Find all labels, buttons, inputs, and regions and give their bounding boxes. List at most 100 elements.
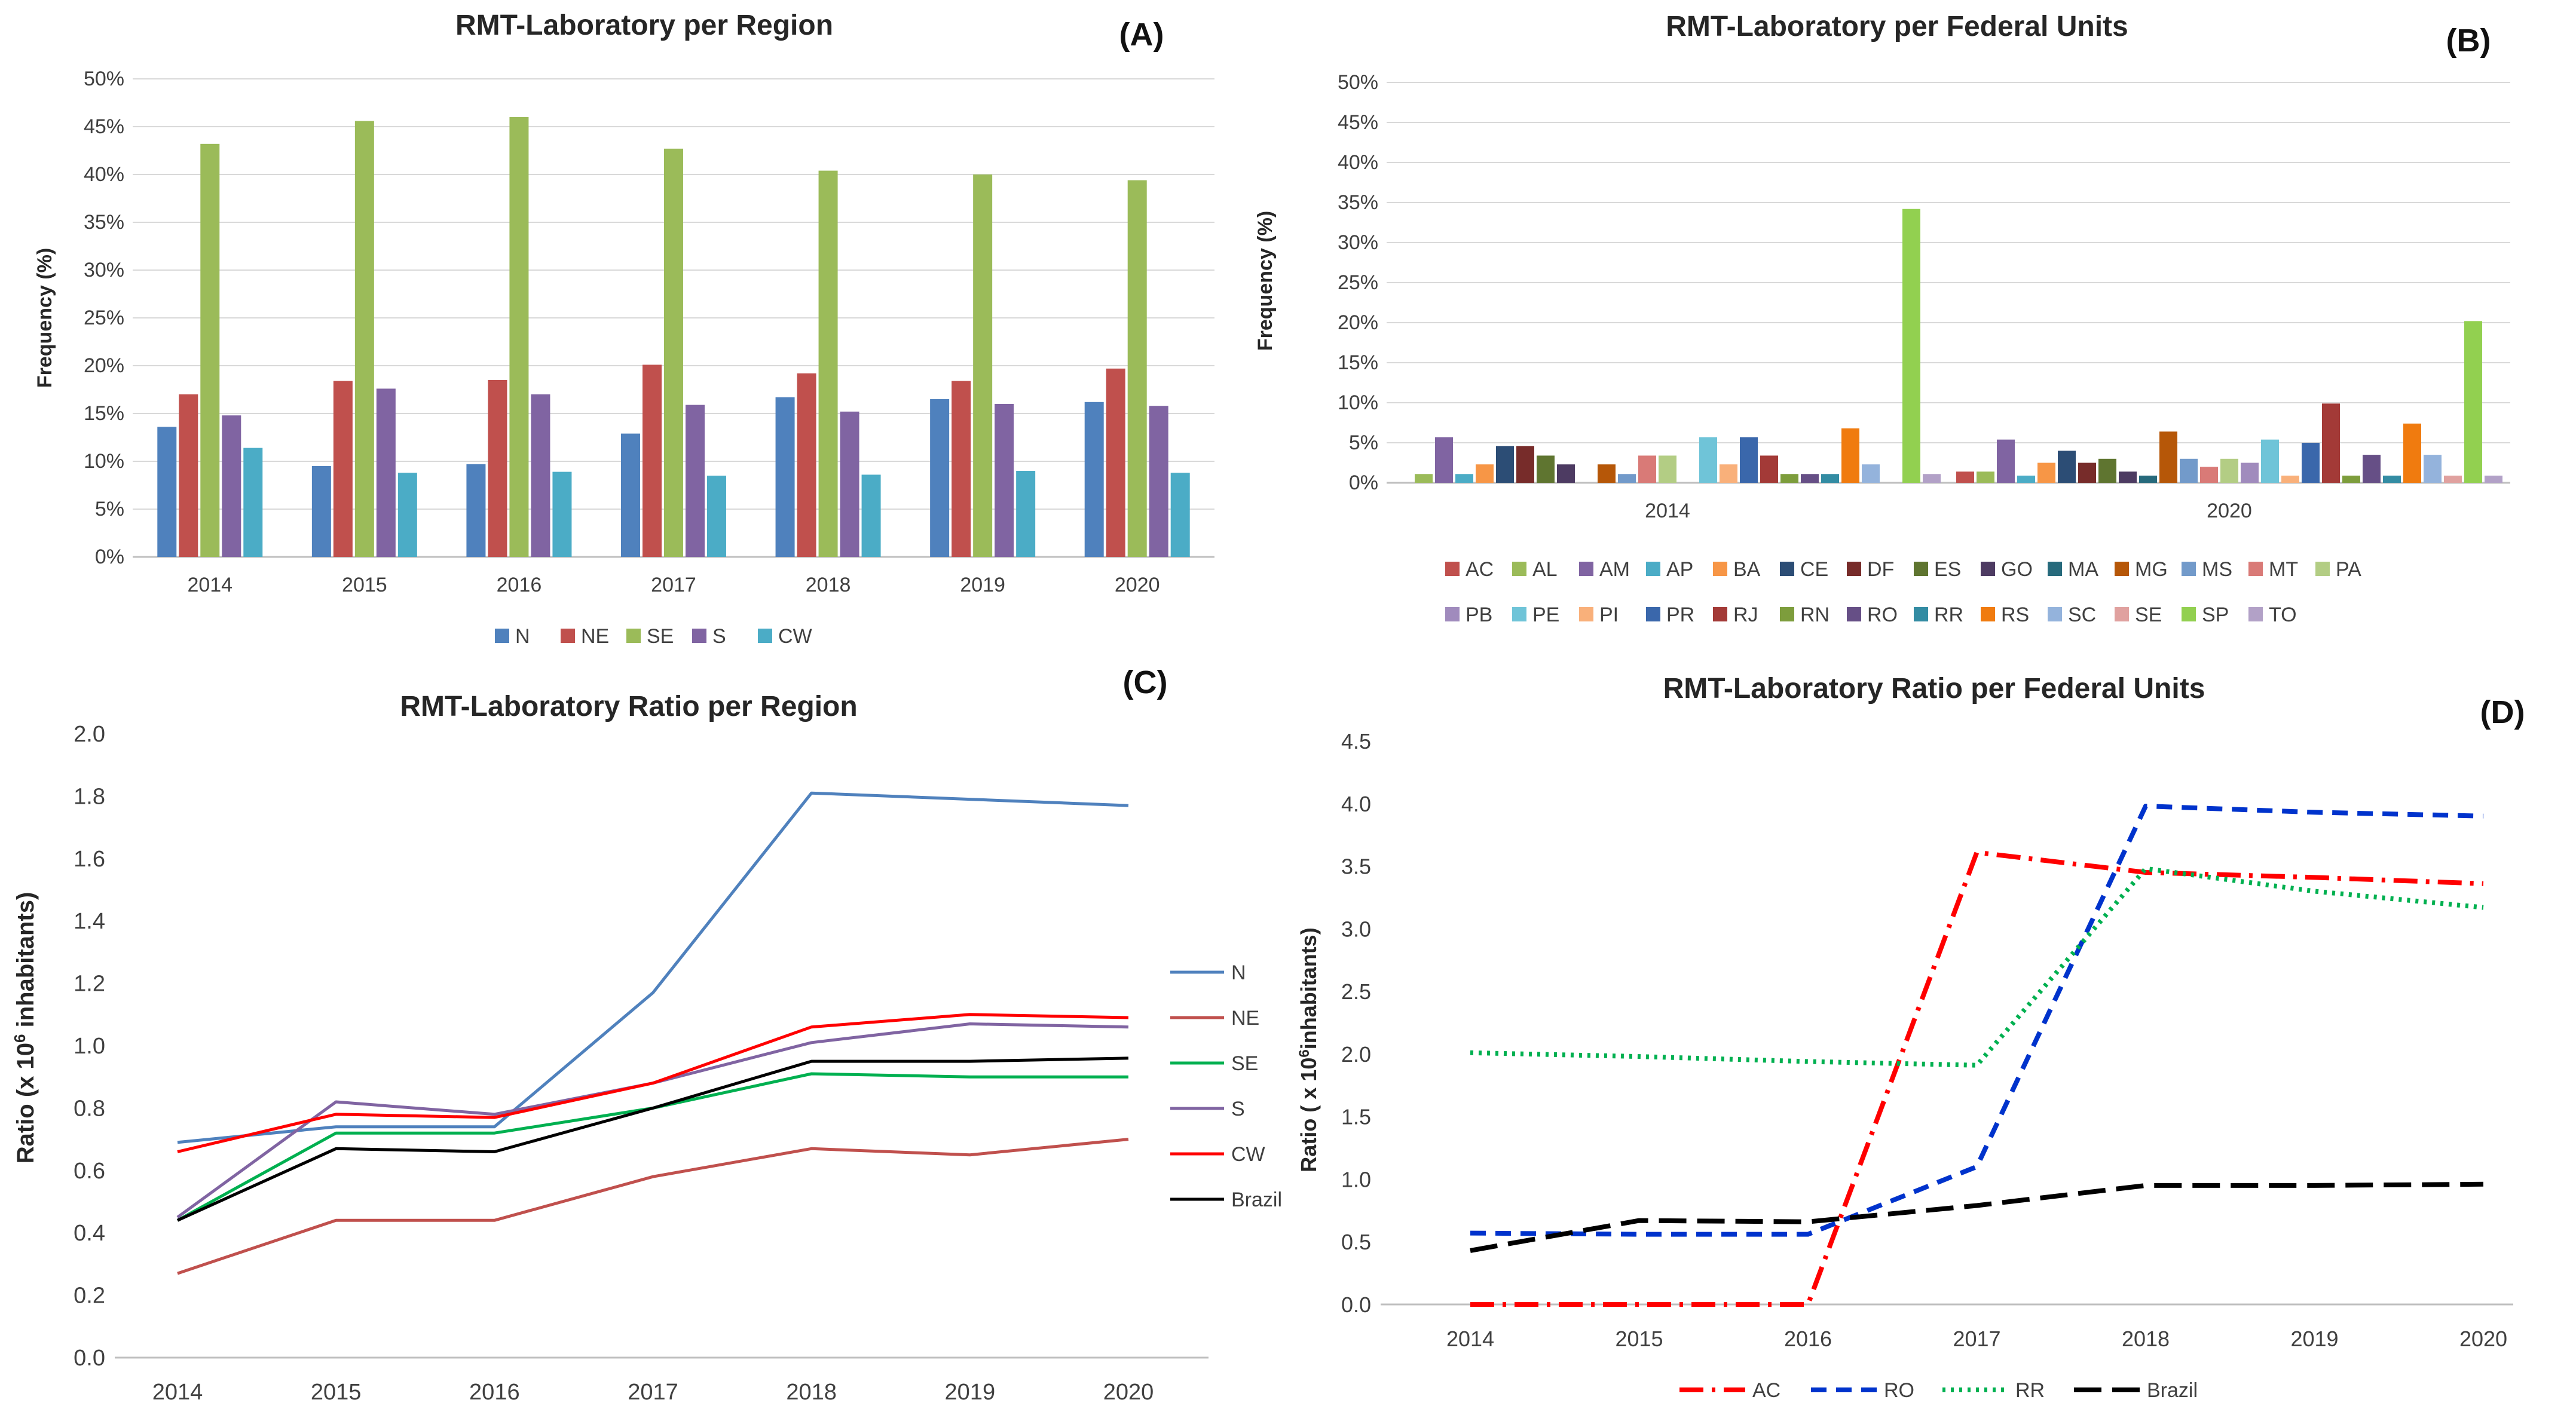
legend-swatch [1579, 562, 1593, 576]
y-tick-label: 20% [84, 354, 124, 377]
bar [1956, 471, 1974, 483]
chart-c-y-axis-label-end: inhabitants) [13, 892, 39, 1034]
bar [1455, 474, 1473, 483]
y-tick-label: 30% [1338, 231, 1378, 254]
legend-label: RO [1884, 1379, 1914, 1402]
legend-swatch [1512, 562, 1526, 576]
legend-swatch [1646, 562, 1660, 576]
x-tick-label: 2020 [2459, 1327, 2507, 1351]
bar [1977, 471, 1994, 483]
x-tick-label: 2018 [2122, 1327, 2170, 1351]
bar [2017, 475, 2035, 483]
legend-swatch [2048, 562, 2062, 576]
y-tick-label: 5% [95, 498, 124, 520]
y-tick-label: 10% [84, 450, 124, 473]
bar [2261, 439, 2279, 483]
legend-label: GO [2001, 558, 2033, 581]
bar [1415, 474, 1433, 483]
chart-d-y-axis-label-end: inhabitants) [1296, 927, 1321, 1049]
y-tick-label: 20% [1338, 311, 1378, 334]
legend-label: MS [2202, 558, 2232, 581]
legend-swatch [1981, 562, 1995, 576]
legend-label: PE [1532, 604, 1559, 626]
y-tick-label: 0.0 [74, 1346, 105, 1371]
legend-label: SP [2202, 604, 2229, 626]
bar [1127, 180, 1147, 558]
bar [509, 117, 529, 557]
series-line [177, 791, 1129, 1144]
y-tick-label: 1.2 [74, 972, 105, 997]
y-tick-label: 15% [84, 402, 124, 425]
series-line [1470, 850, 2484, 1307]
legend-label: CE [1800, 558, 1828, 581]
x-tick-label: 2016 [1784, 1327, 1832, 1351]
chart-d-y-axis-label-sup: 6 [1296, 1049, 1313, 1057]
x-tick-label: 2019 [945, 1380, 996, 1405]
legend-swatch [1512, 607, 1526, 621]
y-tick-label: 40% [1338, 151, 1378, 174]
bar [973, 174, 993, 557]
legend-swatch [495, 629, 509, 643]
legend-label: NE [581, 625, 609, 648]
bar [2241, 462, 2259, 483]
legend-label: TO [2269, 604, 2297, 626]
bar [1699, 437, 1717, 483]
y-tick-label: 2.0 [74, 722, 105, 747]
y-tick-label: 40% [84, 163, 124, 186]
x-tick-label: 2020 [1115, 574, 1160, 596]
bar [222, 415, 241, 557]
y-tick-label: 0.5 [1341, 1230, 1371, 1254]
x-tick-label: 2020 [2207, 500, 2252, 522]
chart-panel-a: RMT-Laboratory per Region (A) Frequency … [33, 10, 1214, 648]
bar [2302, 443, 2320, 483]
legend-swatch [1914, 607, 1928, 621]
bar [1821, 474, 1839, 483]
y-tick-label: 2.0 [1341, 1042, 1371, 1067]
bar [1170, 473, 1190, 557]
bar [157, 427, 177, 557]
bar [1740, 437, 1758, 483]
bar [643, 364, 662, 557]
legend-label: BA [1733, 558, 1761, 581]
bar [686, 405, 705, 557]
bar [2200, 467, 2218, 483]
y-tick-label: 0.6 [74, 1159, 105, 1184]
y-tick-label: 0.0 [1341, 1292, 1371, 1317]
y-tick-label: 50% [1338, 71, 1378, 94]
legend-label: RS [2001, 604, 2029, 626]
legend-label: MT [2269, 558, 2298, 581]
bar [2180, 458, 2198, 483]
x-tick-label: 2015 [1615, 1327, 1663, 1351]
bar [621, 433, 640, 557]
bar [1016, 471, 1036, 557]
legend-swatch [1445, 607, 1460, 621]
series-line [176, 1056, 1129, 1222]
bar [930, 399, 950, 557]
series-line [177, 1138, 1129, 1275]
legend-label: AP [1666, 558, 1693, 581]
legend-label: CW [1231, 1143, 1265, 1166]
bar [552, 471, 572, 557]
legend-swatch [1713, 562, 1727, 576]
bar [2383, 475, 2401, 483]
bar [2058, 451, 2076, 483]
y-tick-label: 4.0 [1341, 792, 1371, 816]
legend-label: PR [1666, 604, 1694, 626]
y-tick-label: 35% [84, 211, 124, 234]
bar [1801, 474, 1819, 483]
chart-panel-c: RMT-Laboratory Ratio per Region (C) Rati… [11, 664, 1282, 1405]
bar [2342, 475, 2360, 483]
x-tick-label: 2015 [342, 574, 387, 596]
y-tick-label: 10% [1338, 391, 1378, 414]
chart-d-panel-label: (D) [2480, 694, 2525, 730]
legend-label: RJ [1733, 604, 1758, 626]
y-tick-label: 35% [1338, 191, 1378, 214]
legend-label: PB [1466, 604, 1492, 626]
x-tick-label: 2020 [1103, 1380, 1154, 1405]
legend-swatch [1847, 562, 1861, 576]
x-tick-label: 2014 [152, 1380, 203, 1405]
legend-label: AM [1599, 558, 1630, 581]
bar [1659, 455, 1676, 483]
legend-label: Brazil [2147, 1379, 2198, 1402]
bar [2037, 462, 2055, 483]
